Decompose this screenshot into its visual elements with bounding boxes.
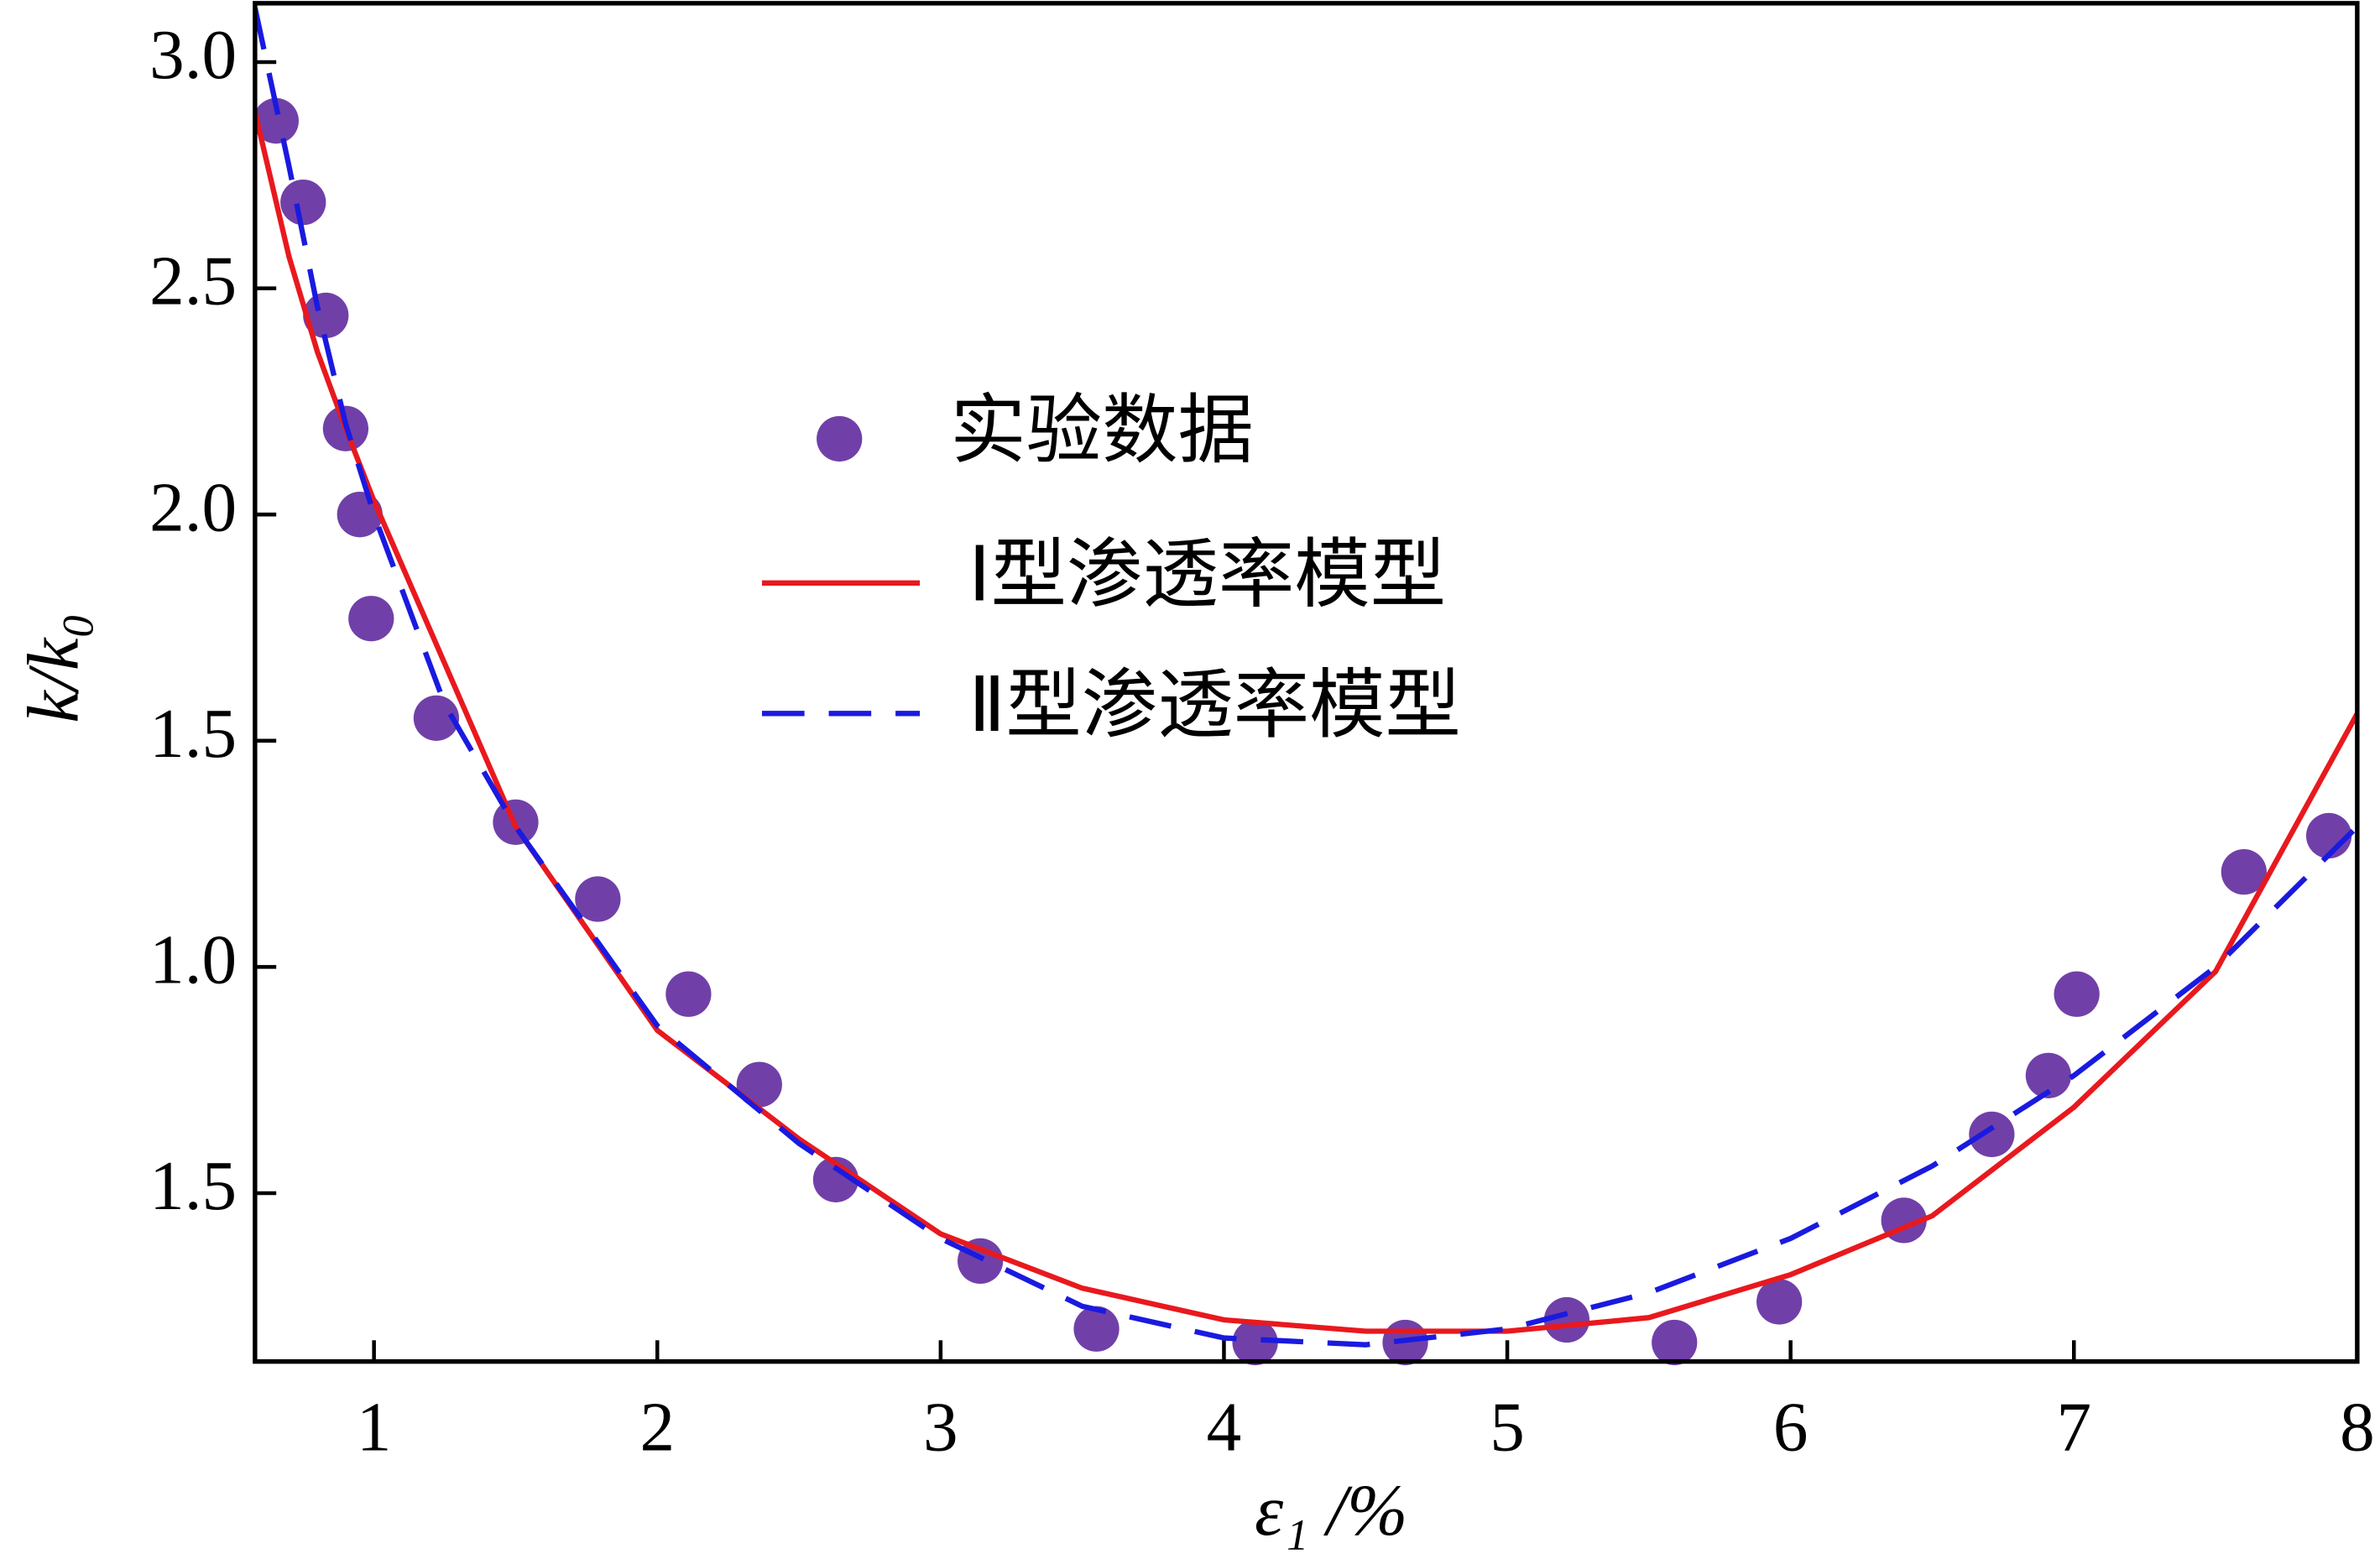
data-point	[1232, 1319, 1278, 1366]
x-axis-label: ε₁ /%	[1255, 1470, 1407, 1551]
x-tick-label: 8	[2340, 1389, 2375, 1466]
legend-label: 实验数据	[950, 388, 1254, 473]
y-tick-label: 1.5	[149, 1147, 237, 1224]
y-axis-label: k/k₀	[13, 613, 93, 722]
plot-frame	[253, 1, 2360, 1364]
data-point	[1073, 1306, 1120, 1352]
data-point	[575, 876, 621, 922]
y-tick-label: 1.5	[149, 695, 237, 772]
x-tick-label: 4	[1207, 1389, 1242, 1466]
model-line	[254, 7, 2357, 1348]
y-tick-label: 2.5	[149, 242, 237, 320]
data-point	[665, 971, 712, 1017]
data-point	[348, 596, 394, 642]
x-tick-label: 3	[923, 1389, 958, 1466]
data-point	[1652, 1319, 1698, 1366]
x-tick-label: 6	[1773, 1389, 1808, 1466]
data-point	[1543, 1296, 1590, 1343]
data-point	[280, 179, 326, 226]
legend-label: Ⅰ型渗透率模型	[968, 533, 1446, 618]
y-tick-label: 1.0	[149, 921, 237, 998]
legend-marker	[817, 415, 863, 462]
data-point	[2054, 971, 2100, 1017]
x-tick-label: 5	[1490, 1389, 1525, 1466]
data-point	[413, 695, 460, 741]
x-tick-label: 1	[357, 1389, 392, 1466]
data-point	[1969, 1111, 2015, 1158]
x-tick-label: 2	[639, 1389, 675, 1466]
data-point	[2025, 1052, 2072, 1098]
y-tick-label: 3.0	[149, 16, 237, 93]
data-point	[253, 97, 299, 144]
data-point	[1756, 1279, 1803, 1325]
x-tick-label: 7	[2056, 1389, 2091, 1466]
data-point	[2221, 849, 2267, 895]
y-tick-label: 2.0	[149, 468, 237, 545]
legend-label: Ⅱ型渗透率模型	[968, 663, 1461, 748]
data-point	[736, 1061, 782, 1108]
